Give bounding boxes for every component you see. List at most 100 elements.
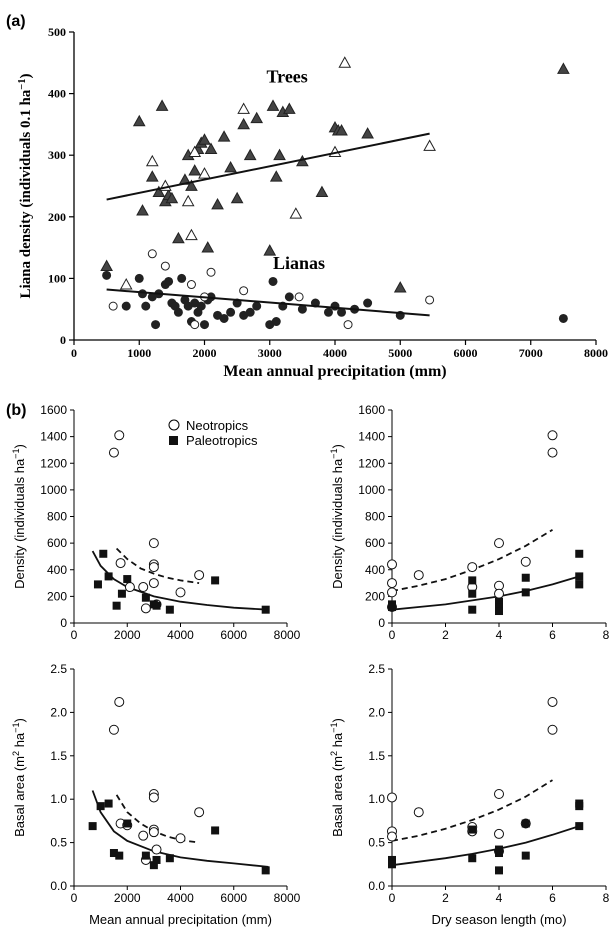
trend-line-lianas: [106, 288, 430, 317]
tree-point-filled: [217, 130, 231, 142]
x-tick-label: 4000: [167, 628, 194, 642]
x-tick-label: 5000: [388, 346, 412, 360]
liana-point-open: [425, 295, 435, 305]
paleotropics-point: [104, 572, 113, 581]
y-tick-label: 0.5: [50, 836, 67, 850]
legend-neotropics-marker: [168, 419, 180, 431]
liana-point-filled: [226, 307, 236, 317]
fit-curve-neotropics: [391, 779, 553, 842]
paleotropics-point: [152, 601, 161, 610]
liana-point-filled: [284, 292, 294, 302]
tree-point-open: [185, 228, 198, 241]
x-tick-label: 6000: [220, 628, 247, 642]
tree-point-filled: [198, 133, 211, 145]
y-tick-label: 200: [48, 210, 66, 224]
neotropics-point: [148, 792, 159, 803]
x-tick-label: 0: [71, 628, 78, 642]
tree-point-filled: [243, 148, 257, 161]
liana-point-filled: [297, 304, 307, 314]
y-axis-label: Basal area (m2 ha−1): [329, 718, 345, 837]
neotropics-point: [387, 831, 397, 842]
y-tick-label: 400: [365, 563, 385, 577]
paleotropics-point: [468, 825, 477, 834]
fit-curve-paleotropics: [391, 825, 580, 867]
tree-point-filled: [393, 281, 407, 293]
tree-point-filled: [224, 160, 237, 173]
subplot-4: 0 2 4 6 8 0.0 0.5 1.0 1.5 2.0 2.5 Dry season length…: [329, 662, 610, 927]
paleotropics-point: [495, 607, 503, 616]
x-axis-label: Mean annual precipitation (mm): [89, 912, 272, 927]
y-tick-label: 800: [365, 510, 385, 524]
paleotropics-point: [468, 589, 477, 598]
paleotropics-point: [123, 575, 132, 584]
neotropics-point: [108, 447, 119, 458]
tree-point-filled: [273, 148, 286, 161]
liana-point-filled: [268, 276, 278, 286]
liana-point-open: [239, 286, 249, 296]
tree-point-open: [237, 102, 250, 114]
panel-a-plot-area: 0 1000 2000 3000 4000 5000 6000 7000 8000 0 100 200…: [48, 25, 608, 360]
liana-point-open: [190, 320, 200, 330]
paleotropics-point: [112, 601, 121, 610]
y-tick-label: 1.0: [50, 792, 67, 806]
liana-point-filled: [219, 313, 229, 323]
tree-point-filled: [361, 127, 374, 139]
tree-point-filled: [204, 142, 218, 154]
x-tick-label: 8: [603, 891, 610, 905]
y-tick-label: 0: [60, 333, 66, 347]
tree-point-filled: [211, 197, 224, 210]
neotropics-point: [547, 696, 558, 707]
tree-point-filled: [263, 244, 277, 256]
x-tick-label: 6: [549, 628, 556, 642]
neotropics-point: [494, 828, 504, 839]
neotropics-point: [387, 559, 397, 570]
tree-point-filled: [237, 117, 250, 130]
neotropics-point: [547, 724, 558, 735]
x-tick-label: 7000: [519, 346, 543, 360]
y-tick-label: 1200: [358, 456, 385, 470]
liana-point-open: [294, 292, 304, 302]
subplot-1: 0 2000 4000 6000 8000 0 200 400 600 800 1000 1200 14…: [11, 403, 301, 642]
liana-point-open: [160, 261, 170, 271]
liana-point-open: [147, 249, 157, 259]
neotropics-point: [114, 696, 125, 707]
panel-b: (b) Neotropics Paleotropics 0 2000 4000 600…: [6, 402, 610, 927]
paleotropics-point: [149, 861, 158, 870]
fit-curve-neotropics: [115, 547, 200, 584]
x-tick-label: 6000: [220, 891, 247, 905]
paleotropics-point: [261, 605, 270, 614]
x-tick-label: 0: [389, 891, 396, 905]
liana-point-filled: [245, 307, 255, 317]
y-tick-label: 1.5: [368, 749, 385, 763]
neotropics-point: [494, 788, 504, 799]
trees-annotation: Trees: [266, 67, 307, 87]
tree-point-filled: [152, 185, 166, 198]
tree-point-filled: [335, 124, 348, 136]
x-tick-label: 8000: [584, 346, 608, 360]
tree-point-open: [119, 278, 133, 290]
liana-point-filled: [200, 320, 209, 330]
trend-line-trees: [106, 132, 430, 201]
y-tick-label: 0.0: [368, 879, 385, 893]
neotropics-point: [387, 792, 397, 803]
neotropics-point: [114, 430, 125, 441]
neotropics-point: [194, 570, 205, 581]
paleotropics-point: [165, 854, 174, 863]
paleotropics-point: [152, 855, 161, 864]
y-tick-label: 2.5: [50, 662, 67, 676]
paleotropics-point: [521, 851, 530, 860]
neotropics-point: [148, 562, 159, 573]
y-tick-label: 400: [48, 87, 66, 101]
panel-b-subplots: 0 2000 4000 6000 800002004006008001000120014…: [11, 403, 610, 927]
panel-b-label: (b): [6, 402, 26, 419]
neotropics-point: [148, 578, 159, 589]
tree-point-filled: [315, 185, 329, 198]
x-tick-label: 3000: [258, 346, 282, 360]
paleotropics-point: [575, 572, 584, 581]
tree-point-filled: [250, 111, 264, 124]
liana-point-filled: [558, 313, 568, 323]
neotropics-point: [467, 562, 478, 573]
liana-point-open: [108, 301, 118, 311]
neotropics-point: [148, 827, 159, 838]
paleotropics-point: [575, 549, 584, 558]
